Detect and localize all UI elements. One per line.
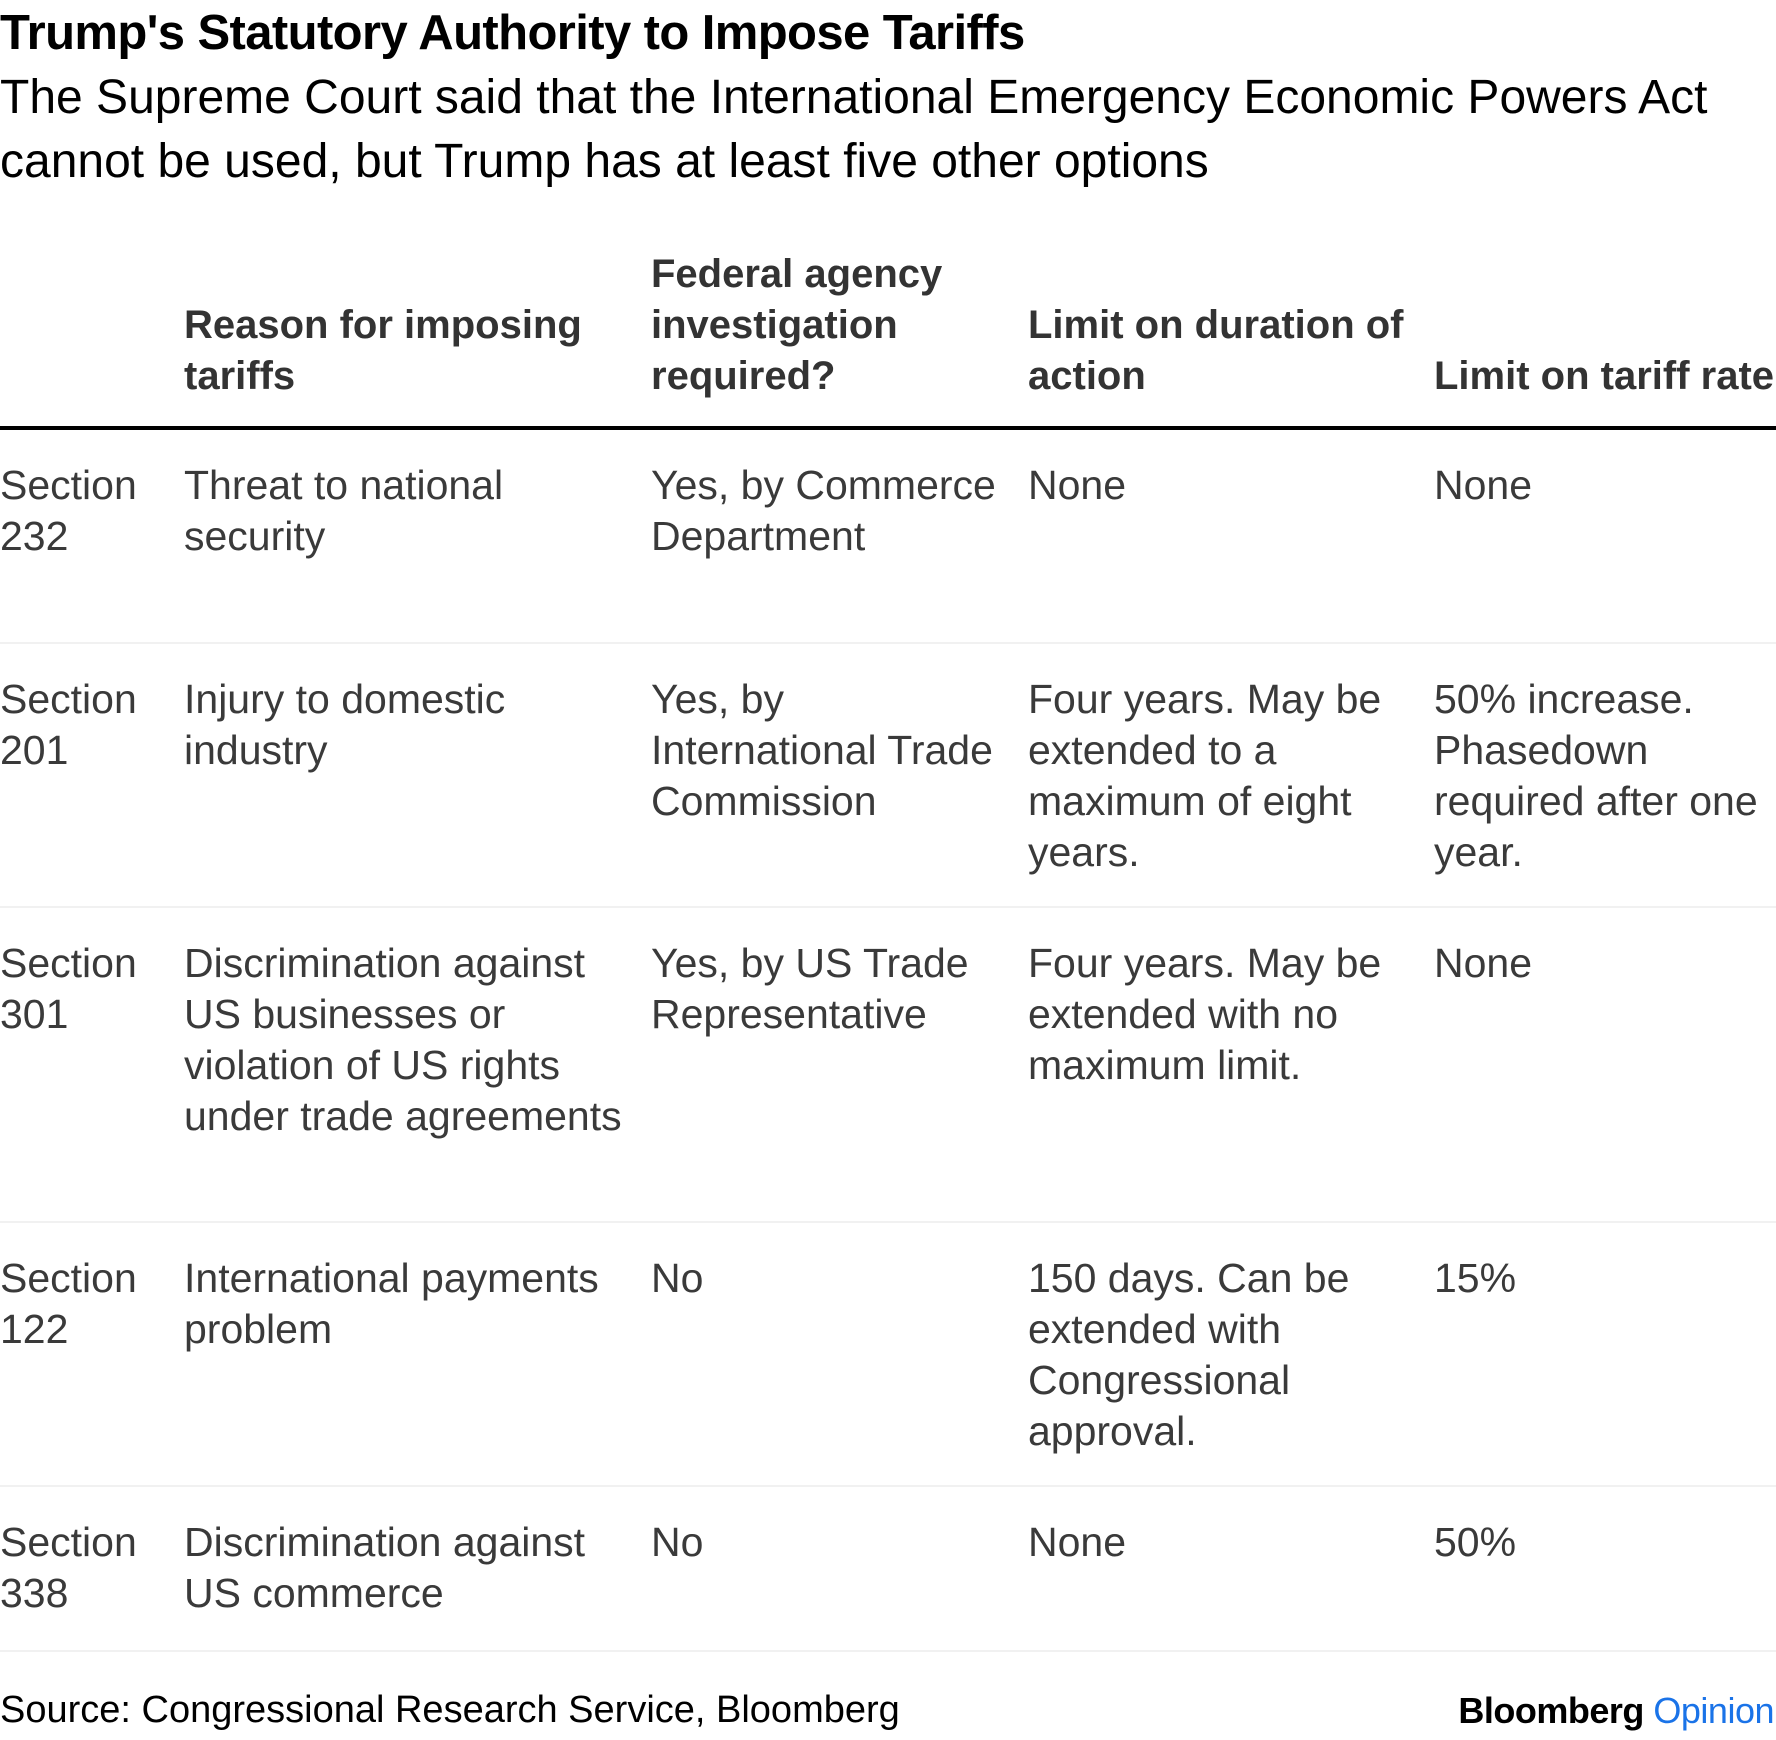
cell-duration: Four years. May be extended to a maximum… — [1028, 676, 1382, 875]
header-cell-reason: Reason for imposing tariffs — [184, 303, 582, 398]
cell-reason: Discrimination against US businesses or … — [184, 940, 622, 1139]
cell-section: Section 338 — [0, 1519, 137, 1616]
cell-rate: None — [1434, 940, 1533, 986]
tariff-authority-table: Reason for imposing tariffs Federal agen… — [0, 228, 1776, 1652]
source-note: Source: Congressional Research Service, … — [0, 1689, 900, 1731]
table-row: Section 122 International payments probl… — [0, 1223, 1776, 1487]
header-cell-investigation: Federal agency investigation required? — [651, 252, 943, 398]
cell-duration: None — [1028, 462, 1127, 508]
cell-rate: 15% — [1434, 1255, 1517, 1301]
cell-investigation: Yes, by Commerce Department — [651, 462, 996, 559]
cell-section: Section 232 — [0, 462, 137, 559]
cell-section: Section 122 — [0, 1255, 137, 1352]
cell-investigation: Yes, by US Trade Representative — [651, 940, 969, 1037]
brand-section: Opinion — [1653, 1690, 1774, 1731]
table-header-row: Reason for imposing tariffs Federal agen… — [0, 228, 1776, 430]
cell-duration: None — [1028, 1519, 1127, 1565]
page-title: Trump's Statutory Authority to Impose Ta… — [0, 6, 1025, 60]
cell-rate: 50% — [1434, 1519, 1517, 1565]
cell-reason: International payments problem — [184, 1255, 599, 1352]
cell-section: Section 201 — [0, 676, 137, 773]
cell-section: Section 301 — [0, 940, 137, 1037]
cell-investigation: No — [651, 1255, 704, 1301]
table-row: Section 232 Threat to national security … — [0, 430, 1776, 644]
brand-name: Bloomberg — [1458, 1690, 1644, 1731]
cell-rate: 50% increase. Phasedown required after o… — [1434, 676, 1758, 875]
table-row: Section 338 Discrimination against US co… — [0, 1487, 1776, 1652]
cell-rate: None — [1434, 462, 1533, 508]
cell-investigation: Yes, by International Trade Commission — [651, 676, 993, 824]
brand-logo: Bloomberg Opinion — [1458, 1688, 1774, 1734]
header-cell-duration: Limit on duration of action — [1028, 303, 1404, 398]
header-cell-rate: Limit on tariff rate — [1434, 354, 1775, 398]
table-row: Section 201 Injury to domestic industry … — [0, 644, 1776, 908]
page-subtitle: The Supreme Court said that the Internat… — [0, 71, 1708, 188]
cell-reason: Threat to national security — [184, 462, 504, 559]
cell-investigation: No — [651, 1519, 704, 1565]
cell-reason: Injury to domestic industry — [184, 676, 506, 773]
cell-duration: Four years. May be extended with no maxi… — [1028, 940, 1382, 1088]
cell-duration: 150 days. Can be extended with Congressi… — [1028, 1255, 1350, 1454]
table-row: Section 301 Discrimination against US bu… — [0, 908, 1776, 1223]
cell-reason: Discrimination against US commerce — [184, 1519, 586, 1616]
